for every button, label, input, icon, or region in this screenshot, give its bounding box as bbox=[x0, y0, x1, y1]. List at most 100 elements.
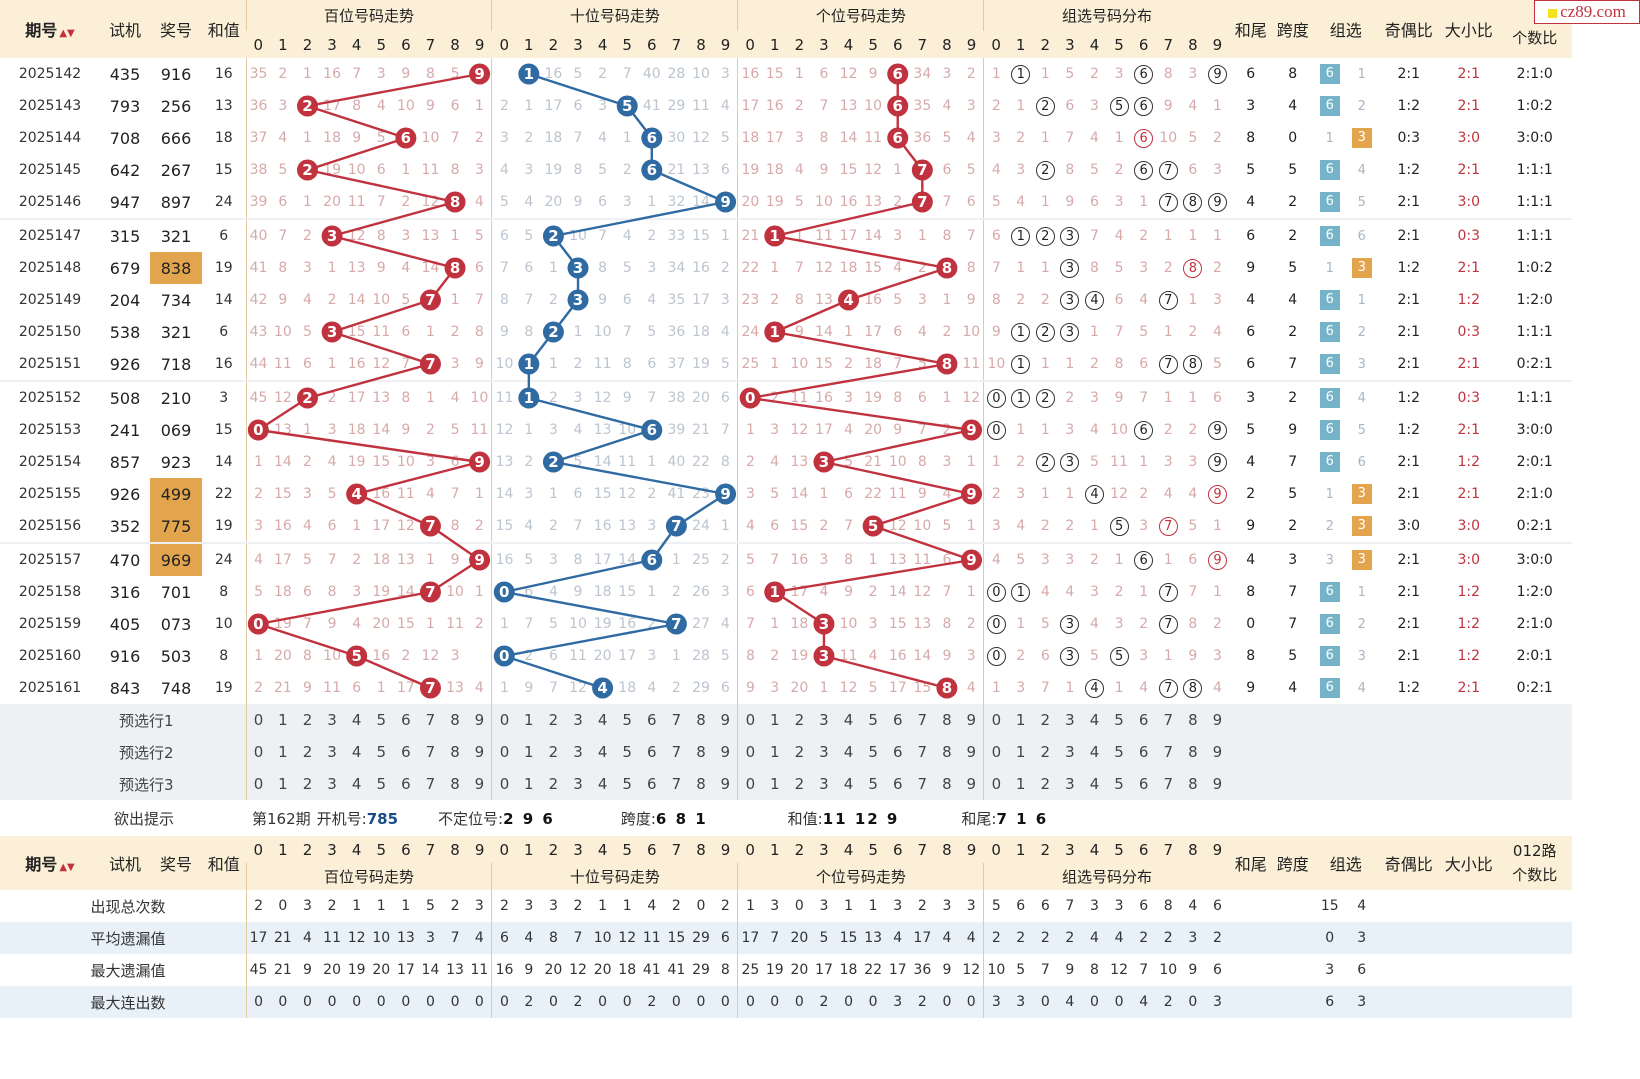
preselect-digit[interactable]: 7 bbox=[664, 768, 689, 800]
preselect-digit[interactable]: 0 bbox=[983, 736, 1009, 768]
preselect-digit[interactable]: 2 bbox=[1033, 768, 1058, 800]
preselect-digit[interactable]: 2 bbox=[295, 704, 320, 736]
preselect-digit[interactable]: 3 bbox=[1057, 736, 1083, 768]
preselect-digit[interactable]: 2 bbox=[1033, 736, 1058, 768]
preselect-digit[interactable]: 2 bbox=[787, 704, 812, 736]
preselect-digit[interactable]: 9 bbox=[713, 704, 738, 736]
preselect-digit[interactable]: 9 bbox=[713, 768, 738, 800]
preselect-digit[interactable]: 1 bbox=[1008, 704, 1033, 736]
preselect-digit[interactable]: 4 bbox=[836, 736, 861, 768]
preselect-digit[interactable]: 9 bbox=[959, 736, 984, 768]
preselect-digit[interactable]: 6 bbox=[1131, 736, 1156, 768]
preselect-digit[interactable]: 1 bbox=[762, 736, 788, 768]
preselect-digit[interactable]: 9 bbox=[959, 704, 984, 736]
preselect-digit[interactable]: 1 bbox=[516, 768, 542, 800]
preselect-digit[interactable]: 9 bbox=[1205, 736, 1230, 768]
preselect-digit[interactable]: 7 bbox=[418, 768, 443, 800]
preselect-digit[interactable]: 7 bbox=[910, 704, 935, 736]
sort-toggle-icon[interactable]: ▲▼ bbox=[59, 862, 75, 873]
preselect-digit[interactable]: 6 bbox=[885, 736, 911, 768]
preselect-digit[interactable]: 0 bbox=[737, 736, 763, 768]
preselect-digit[interactable]: 5 bbox=[1106, 768, 1132, 800]
preselect-digit[interactable]: 2 bbox=[1033, 704, 1058, 736]
preselect-digit[interactable]: 5 bbox=[614, 736, 640, 768]
preselect-digit[interactable]: 8 bbox=[934, 704, 960, 736]
preselect-digit[interactable]: 2 bbox=[295, 768, 320, 800]
preselect-digit[interactable]: 8 bbox=[442, 768, 468, 800]
column-header-period-bottom[interactable]: 期号 ▲▼ bbox=[0, 836, 100, 890]
preselect-digit[interactable]: 8 bbox=[442, 736, 468, 768]
preselect-digit[interactable]: 6 bbox=[1131, 704, 1156, 736]
preselect-digit[interactable]: 8 bbox=[688, 768, 714, 800]
site-logo[interactable]: cz89.com bbox=[1534, 0, 1640, 24]
preselect-digit[interactable]: 5 bbox=[368, 768, 394, 800]
preselect-digit[interactable]: 7 bbox=[418, 736, 443, 768]
preselect-digit[interactable]: 4 bbox=[836, 768, 861, 800]
preselect-digit[interactable]: 1 bbox=[270, 704, 296, 736]
preselect-digit[interactable]: 1 bbox=[516, 736, 542, 768]
preselect-digit[interactable]: 7 bbox=[910, 736, 935, 768]
preselect-digit[interactable]: 1 bbox=[1008, 736, 1033, 768]
preselect-digit[interactable]: 9 bbox=[467, 736, 492, 768]
preselect-digit[interactable]: 6 bbox=[639, 768, 665, 800]
preselect-digit[interactable]: 3 bbox=[319, 736, 345, 768]
preselect-digit[interactable]: 0 bbox=[491, 736, 517, 768]
preselect-digit[interactable]: 0 bbox=[245, 768, 271, 800]
preselect-digit[interactable]: 8 bbox=[934, 736, 960, 768]
preselect-digit[interactable]: 5 bbox=[614, 768, 640, 800]
preselect-digit[interactable]: 6 bbox=[393, 768, 419, 800]
preselect-digit[interactable]: 7 bbox=[418, 704, 443, 736]
preselect-digit[interactable]: 9 bbox=[1205, 768, 1230, 800]
preselect-digit[interactable]: 9 bbox=[467, 768, 492, 800]
preselect-digit[interactable]: 0 bbox=[983, 768, 1009, 800]
preselect-digit[interactable]: 1 bbox=[762, 768, 788, 800]
preselect-digit[interactable]: 3 bbox=[319, 768, 345, 800]
preselect-digit[interactable]: 4 bbox=[1082, 768, 1107, 800]
preselect-digit[interactable]: 7 bbox=[910, 768, 935, 800]
sort-toggle-icon[interactable]: ▲▼ bbox=[59, 28, 75, 39]
preselect-digit[interactable]: 6 bbox=[885, 768, 911, 800]
preselect-digit[interactable]: 4 bbox=[590, 768, 615, 800]
preselect-digit[interactable]: 9 bbox=[467, 704, 492, 736]
preselect-digit[interactable]: 0 bbox=[491, 768, 517, 800]
preselect-digit[interactable]: 5 bbox=[368, 736, 394, 768]
preselect-digit[interactable]: 7 bbox=[1155, 736, 1181, 768]
preselect-digit[interactable]: 2 bbox=[787, 768, 812, 800]
preselect-digit[interactable]: 0 bbox=[491, 704, 517, 736]
preselect-digit[interactable]: 0 bbox=[245, 704, 271, 736]
preselect-digit[interactable]: 0 bbox=[245, 736, 271, 768]
preselect-digit[interactable]: 5 bbox=[860, 736, 886, 768]
preselect-digit[interactable]: 8 bbox=[1180, 736, 1206, 768]
preselect-digit[interactable]: 9 bbox=[713, 736, 738, 768]
preselect-digit[interactable]: 5 bbox=[860, 704, 886, 736]
preselect-digit[interactable]: 4 bbox=[1082, 736, 1107, 768]
preselect-digit[interactable]: 6 bbox=[639, 704, 665, 736]
preselect-digit[interactable]: 8 bbox=[442, 704, 468, 736]
preselect-digit[interactable]: 6 bbox=[393, 704, 419, 736]
preselect-digit[interactable]: 3 bbox=[811, 768, 837, 800]
preselect-digit[interactable]: 7 bbox=[664, 736, 689, 768]
preselect-digit[interactable]: 2 bbox=[541, 768, 566, 800]
preselect-digit[interactable]: 9 bbox=[1205, 704, 1230, 736]
preselect-digit[interactable]: 8 bbox=[1180, 704, 1206, 736]
preselect-digit[interactable]: 8 bbox=[688, 736, 714, 768]
preselect-digit[interactable]: 3 bbox=[565, 736, 591, 768]
preselect-digit[interactable]: 0 bbox=[983, 704, 1009, 736]
preselect-digit[interactable]: 8 bbox=[934, 768, 960, 800]
preselect-digit[interactable]: 5 bbox=[1106, 704, 1132, 736]
preselect-digit[interactable]: 8 bbox=[688, 704, 714, 736]
preselect-digit[interactable]: 7 bbox=[1155, 704, 1181, 736]
preselect-digit[interactable]: 4 bbox=[344, 736, 369, 768]
preselect-digit[interactable]: 5 bbox=[614, 704, 640, 736]
preselect-digit[interactable]: 2 bbox=[541, 736, 566, 768]
preselect-digit[interactable]: 5 bbox=[1106, 736, 1132, 768]
preselect-digit[interactable]: 8 bbox=[1180, 768, 1206, 800]
preselect-digit[interactable]: 6 bbox=[885, 704, 911, 736]
preselect-digit[interactable]: 3 bbox=[1057, 704, 1083, 736]
preselect-digit[interactable]: 6 bbox=[1131, 768, 1156, 800]
preselect-digit[interactable]: 4 bbox=[590, 704, 615, 736]
preselect-digit[interactable]: 0 bbox=[737, 704, 763, 736]
preselect-digit[interactable]: 3 bbox=[565, 768, 591, 800]
preselect-digit[interactable]: 2 bbox=[541, 704, 566, 736]
preselect-digit[interactable]: 3 bbox=[1057, 768, 1083, 800]
